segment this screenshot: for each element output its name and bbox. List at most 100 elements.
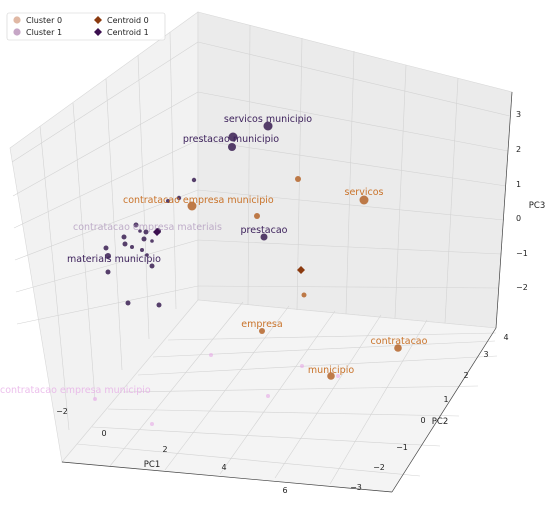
point-annotation: prestacao [241,225,288,236]
grid-line-28 [167,332,497,341]
data-point-cluster-1 [140,248,144,252]
data-point-cluster-0 [254,213,260,219]
grid-line-29 [109,301,244,467]
legend-frame [6,12,166,41]
centroid-marker-0 [297,266,305,274]
data-point-cluster-1 [150,239,154,243]
grid-line-17 [197,91,509,152]
legend: Cluster 0 Cluster 1 Centroid 0 Centroid … [6,12,166,41]
data-point-cluster-1 [143,229,149,235]
grid-line-4 [169,31,177,310]
point-annotation: contratacao empresa materiais [73,222,222,233]
legend-marker-centroid-0 [94,16,102,24]
grid-line-30 [164,305,290,471]
faded-point [209,353,213,357]
point-annotation: contratacao empresa municipio [0,385,151,396]
centroid-marker-1 [153,228,161,236]
pane-back-right [197,11,513,329]
faded-point [300,364,304,368]
grid-line-26 [137,355,498,376]
point-annotation: prestacao municipio [183,134,279,145]
point-annotations: servicos municipio prestacao municipio ser… [0,114,428,396]
data-point-cluster-0 [327,372,335,380]
data-point-cluster-0 [301,292,307,298]
grid-line-10 [16,285,199,325]
point-annotation: empresa [241,319,282,330]
legend-marker-cluster-0 [13,16,21,24]
faded-points [93,353,340,426]
data-point-cluster-0 [295,176,301,182]
y-tick-label: −1 [396,443,408,452]
data-point-cluster-1 [228,143,236,151]
y-tick-label: 0 [420,416,425,425]
centroid-markers [153,228,305,274]
point-annotation: contratacao [371,336,428,347]
grid-line-1 [72,102,96,401]
tick-labels: −2 0 2 4 6 4 3 2 1 0 −1 −2 −3 3 2 1 0 −1 −2 [56,110,528,495]
grid-line-7 [13,139,199,229]
legend-label-centroid-1: Centroid 1 [107,28,149,37]
z-tick-label: 1 [516,180,521,189]
grid-line-18 [197,139,507,187]
grid-line-31 [219,310,336,475]
point-annotation: servicos municipio [224,114,312,125]
grid-line-2 [105,78,123,371]
data-point-cluster-1 [149,263,155,269]
x-tick-label: 6 [282,486,287,495]
grid-line-22 [76,443,421,477]
data-point-cluster-1 [138,229,142,233]
z-axis-line [495,91,513,329]
grid-line-15 [444,77,459,324]
point-annotation: municipio [308,365,354,376]
grid-line-33 [329,319,428,485]
grid-line-25 [122,385,479,393]
x-tick-label: 4 [221,463,226,472]
data-point-cluster-0 [259,328,265,334]
legend-label-centroid-0: Centroid 0 [107,16,149,25]
legend-label-cluster-0: Cluster 0 [26,16,62,25]
x-axis-line [61,461,393,493]
y-axis-line [391,327,497,493]
data-point-cluster-1 [166,199,170,203]
x-tick-label: 2 [162,445,167,454]
data-point-cluster-1 [105,269,111,275]
data-point-cluster-1 [133,222,139,228]
faded-point [150,422,154,426]
z-tick-label: 0 [516,214,521,223]
y-tick-label: 3 [483,350,488,359]
grid-line-19 [197,189,505,221]
grid-line-13 [345,50,355,315]
legend-marker-centroid-1 [94,28,102,36]
data-point-cluster-0 [394,344,402,352]
data-points [103,121,402,380]
z-axis-label: PC3 [529,201,545,211]
faded-point [266,394,270,398]
grid-line-11 [247,24,251,306]
data-point-cluster-1 [125,300,131,306]
data-point-cluster-1 [228,132,238,142]
y-tick-label: 2 [463,371,468,380]
data-point-cluster-1 [141,236,147,242]
data-point-cluster-0 [359,195,369,205]
faded-point [93,397,97,401]
legend-label-cluster-1: Cluster 1 [26,28,62,37]
grid-lines [11,24,511,485]
grid-line-23 [91,426,441,447]
data-point-cluster-1 [191,177,197,183]
data-point-cluster-1 [103,245,109,251]
y-tick-label: 1 [443,395,448,404]
data-point-cluster-1 [260,233,268,241]
data-point-cluster-1 [176,195,182,201]
data-point-cluster-1 [263,121,273,131]
grid-line-3 [137,54,150,340]
x-tick-label: 0 [101,429,106,438]
grid-line-32 [274,314,382,479]
y-tick-label: 4 [503,333,508,342]
point-annotation: materiais municipio [67,254,161,265]
data-point-cluster-0 [187,201,197,211]
grid-line-21 [197,285,500,289]
x-axis-label: PC1 [144,460,160,470]
grid-line-16 [197,41,511,117]
grid-line-20 [197,239,502,255]
